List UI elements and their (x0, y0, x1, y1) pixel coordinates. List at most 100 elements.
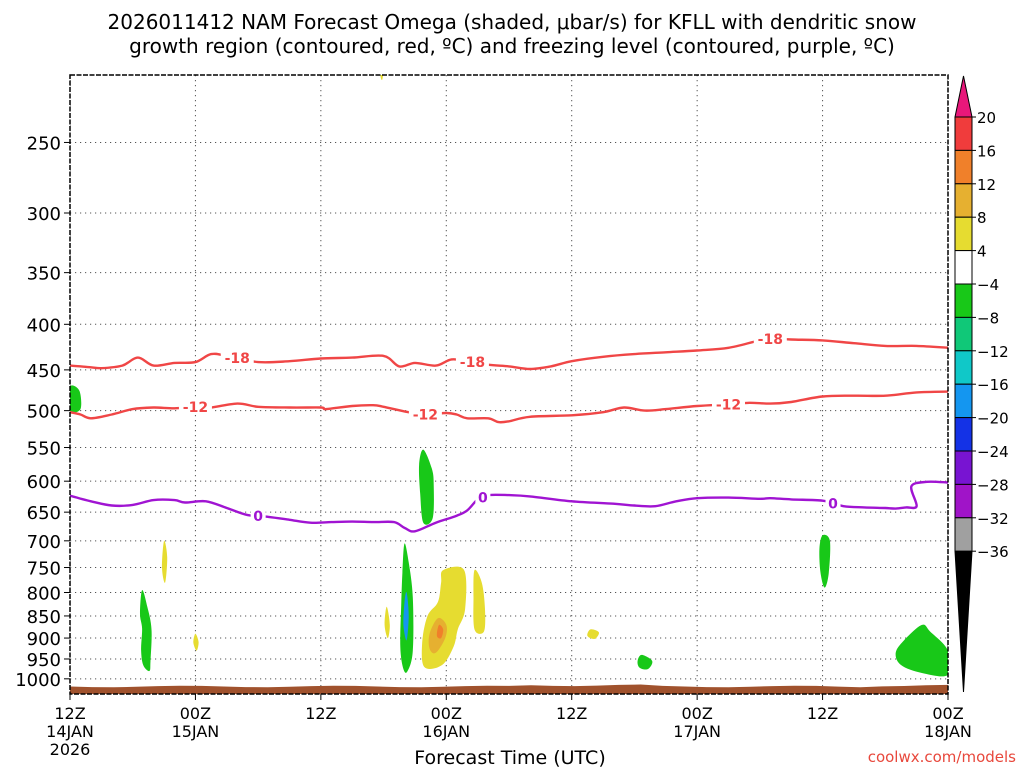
omega-shade (380, 75, 384, 80)
colorbar-band (954, 417, 973, 452)
contour-label: -12 (716, 397, 741, 413)
y-tick-label: 950 (27, 650, 61, 671)
color-bar: 20 16 12 8 4 −4 −8 −12 −16 −20 −24 −28 −32 −36 (954, 75, 1009, 693)
y-tick-label: 350 (27, 264, 61, 285)
contour-label: -12 (183, 400, 208, 416)
omega-shade (403, 592, 409, 641)
contour-label-bg (220, 349, 254, 366)
colorbar-label: 8 (977, 209, 987, 227)
colorbar-band (954, 216, 973, 252)
plot-area: -18 -18 -18 -12 -12 -12 0 0 0 (70, 75, 948, 694)
y-tick-label: 300 (27, 204, 61, 225)
omega-shade (473, 569, 486, 634)
colorbar-band (954, 183, 973, 218)
omega-shade (895, 624, 948, 677)
y-tick-label: 800 (27, 583, 61, 604)
colorbar-band (954, 250, 973, 285)
colorbar-top-triangle (954, 75, 973, 118)
omega-shade (819, 534, 831, 588)
colorbar-band (954, 149, 973, 185)
y-tick-label: 250 (27, 133, 61, 154)
contour-label: 0 (828, 496, 838, 512)
omega-shade (436, 624, 444, 639)
colorbar-band (954, 116, 973, 151)
contour-label-bg (753, 331, 787, 348)
chart-title-line2: growth region (contoured, red, ºC) and f… (129, 34, 895, 58)
y-tick-label: 450 (27, 361, 61, 382)
colorbar-label: −8 (977, 309, 999, 327)
colorbar-band (954, 283, 973, 318)
x-tick-date-label: 16JAN (422, 722, 470, 741)
colorbar-label: −20 (977, 410, 1009, 428)
x-tick-date-label: 18JAN (924, 722, 972, 741)
x-tick-label: 12Z (556, 704, 587, 723)
contour-label: -18 (225, 351, 250, 367)
omega-shade (418, 449, 434, 525)
colorbar-band (954, 450, 973, 485)
colorbar-label: −24 (977, 443, 1009, 461)
colorbar-label: 20 (977, 109, 996, 127)
contour-label-bg (712, 396, 745, 413)
x-tick-label: 00Z (180, 704, 211, 723)
credit-text: coolwx.com/models (868, 748, 1016, 766)
plot-content: -18 -18 -18 -12 -12 -12 0 0 0 (70, 75, 948, 694)
contour-label: -18 (460, 355, 485, 371)
contour-label: 0 (478, 490, 488, 506)
y-tick-label: 1000 (15, 670, 61, 691)
contour-label-bg (408, 406, 442, 423)
omega-shade (70, 385, 82, 413)
colorbar-label: 16 (977, 142, 996, 160)
x-tick-label: 12Z (807, 704, 838, 723)
colorbar-band (954, 350, 973, 385)
y-tick-label: 400 (27, 315, 61, 336)
y-tick-label: 850 (27, 607, 61, 628)
x-tick-date-label: 15JAN (172, 722, 220, 741)
colorbar-label: −4 (977, 276, 999, 294)
colorbar-band (954, 483, 973, 519)
colorbar-bottom-triangle (954, 550, 973, 693)
plot-background (70, 75, 948, 694)
y-tick-label: 550 (27, 439, 61, 460)
terrain-ground (70, 684, 948, 694)
contour-label-bg (455, 354, 489, 371)
colorbar-label: −12 (977, 343, 1009, 361)
omega-shade (140, 590, 152, 672)
colorbar-label: −28 (977, 476, 1009, 494)
x-tick-label: 00Z (681, 704, 712, 723)
x-tick-date-label: 14JAN (46, 722, 94, 741)
omega-shade (384, 606, 390, 639)
colorbar-label: −32 (977, 510, 1009, 528)
y-tick-label: 500 (27, 402, 61, 423)
axes: 2503003504004505005506006507007508008509… (15, 74, 972, 759)
omega-shade (161, 540, 168, 583)
contour-label-bg (250, 508, 266, 525)
plot-frame (69, 74, 949, 695)
colorbar-label: 4 (977, 243, 987, 261)
omega-shade (587, 629, 600, 640)
x-tick-label: 12Z (305, 704, 336, 723)
y-tick-label: 650 (27, 503, 61, 524)
x-tick-year-label: 2026 (50, 740, 91, 759)
colorbar-label: 12 (977, 176, 996, 194)
contour-label: -12 (413, 407, 438, 423)
colorbar-band (954, 316, 973, 352)
y-tick-label: 900 (27, 629, 61, 650)
contour-label: -18 (758, 332, 783, 348)
omega-shade (637, 654, 653, 670)
x-tick-date-label: 17JAN (673, 722, 721, 741)
contour-label-bg (475, 489, 491, 506)
x-tick-label: 00Z (932, 704, 963, 723)
x-tick-label: 00Z (431, 704, 462, 723)
colorbar-band (954, 517, 973, 552)
x-axis-label: Forecast Time (UTC) (414, 747, 605, 768)
colorbar-label: −16 (977, 376, 1009, 394)
contour-label-bg (178, 398, 212, 415)
chart-title-line1: 2026011412 NAM Forecast Omega (shaded, μ… (108, 10, 917, 34)
contour-label: 0 (253, 509, 263, 525)
omega-shade (193, 633, 199, 651)
colorbar-label: −36 (977, 543, 1009, 561)
y-tick-label: 750 (27, 559, 61, 580)
colorbar-band (954, 383, 973, 419)
y-tick-label: 700 (27, 532, 61, 553)
